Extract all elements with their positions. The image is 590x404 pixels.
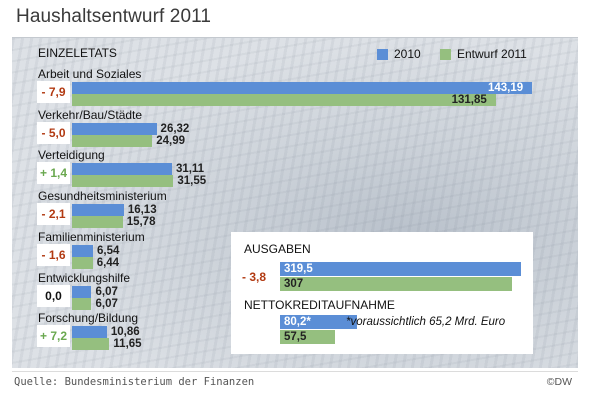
value-label-2011: 6,44 bbox=[96, 256, 120, 269]
change-badge: 0,0 bbox=[37, 284, 70, 307]
bar-2010 bbox=[72, 244, 93, 257]
bar-2010 bbox=[72, 204, 124, 217]
bar-2011 bbox=[72, 134, 153, 147]
legend-label-2010: 2010 bbox=[394, 47, 421, 61]
value-label-2010: 6,07 bbox=[95, 285, 118, 298]
nettokredit-bar-2010 bbox=[280, 315, 357, 329]
legend-item-2011: Entwurf 2011 bbox=[440, 47, 527, 61]
legend-swatch-2010 bbox=[377, 48, 388, 60]
category-label: Familienministerium bbox=[38, 229, 145, 244]
bar-2010 bbox=[72, 82, 532, 94]
bar-2010 bbox=[72, 163, 172, 176]
ausgaben-bar-2011 bbox=[280, 277, 512, 291]
ausgaben-bar-2010 bbox=[280, 262, 521, 276]
category-label: Verkehr/Bau/Städte bbox=[38, 107, 143, 122]
bar-2010 bbox=[72, 326, 107, 339]
change-badge: + 1,4 bbox=[37, 162, 70, 185]
source-credit: Quelle: Bundesministerium der Finanzen bbox=[14, 376, 255, 388]
category-label: Arbeit und Soziales bbox=[38, 67, 142, 81]
legend-label-2011: Entwurf 2011 bbox=[457, 47, 527, 61]
value-label-2010: 6,54 bbox=[97, 244, 120, 257]
value-label-2011: 6,07 bbox=[95, 297, 118, 310]
change-badge: - 5,0 bbox=[37, 121, 70, 144]
category-label: Verteidigung bbox=[38, 148, 105, 163]
bar-2011 bbox=[72, 175, 174, 188]
nettokredit-bar-2011 bbox=[280, 330, 335, 344]
value-label-2011: 15,78 bbox=[126, 216, 156, 229]
nettokredit-value-2011: 57,5 bbox=[284, 331, 307, 343]
ausgaben-value-2011: 307 bbox=[284, 278, 304, 290]
change-badge: - 7,9 bbox=[37, 81, 70, 103]
ausgaben-value-2010: 319,5 bbox=[284, 263, 313, 275]
nettokredit-heading: NETTOKREDITAUFNAHME bbox=[244, 298, 395, 312]
bar-2010 bbox=[72, 122, 157, 135]
bar-2010 bbox=[72, 285, 92, 298]
bar-2011 bbox=[72, 216, 123, 229]
value-label-2010: 16,13 bbox=[127, 204, 157, 217]
value-label-2011: 131,85 bbox=[451, 94, 487, 106]
value-label-2011: 31,55 bbox=[177, 175, 207, 188]
section-label: EINZELETATS bbox=[38, 46, 117, 60]
value-label-2010: 10,86 bbox=[110, 326, 140, 339]
value-label-2010: 26,32 bbox=[160, 122, 190, 135]
nettokredit-note: *voraussichtlich 65,2 Mrd. Euro bbox=[346, 316, 506, 328]
value-label-2010: 143,19 bbox=[488, 82, 524, 94]
ausgaben-change: - 3,8 bbox=[242, 270, 267, 284]
bar-2011 bbox=[72, 256, 93, 269]
bar-2011 bbox=[72, 94, 496, 106]
ausgaben-heading: AUSGABEN bbox=[244, 242, 311, 256]
legend-swatch-2011 bbox=[440, 48, 451, 60]
footer-divider bbox=[12, 371, 578, 372]
change-badge: - 1,6 bbox=[37, 243, 70, 266]
bar-2011 bbox=[72, 297, 92, 310]
category-label: Gesundheitsministerium bbox=[38, 189, 167, 204]
brand-mark: ©DW bbox=[546, 376, 572, 388]
bar-2011 bbox=[72, 338, 110, 351]
legend-item-2010: 2010 bbox=[377, 47, 421, 61]
change-badge: + 7,2 bbox=[37, 325, 70, 348]
value-label-2010: 31,11 bbox=[175, 163, 205, 176]
category-label: Entwicklungshilfe bbox=[38, 270, 131, 285]
nettokredit-value-2010: 80,2* bbox=[284, 316, 311, 328]
category-label: Forschung/Bildung bbox=[38, 311, 139, 326]
page-title: Haushaltsentwurf 2011 bbox=[16, 6, 212, 27]
value-label-2011: 11,65 bbox=[113, 338, 142, 351]
change-badge: - 2,1 bbox=[37, 203, 70, 226]
value-label-2011: 24,99 bbox=[156, 134, 186, 147]
